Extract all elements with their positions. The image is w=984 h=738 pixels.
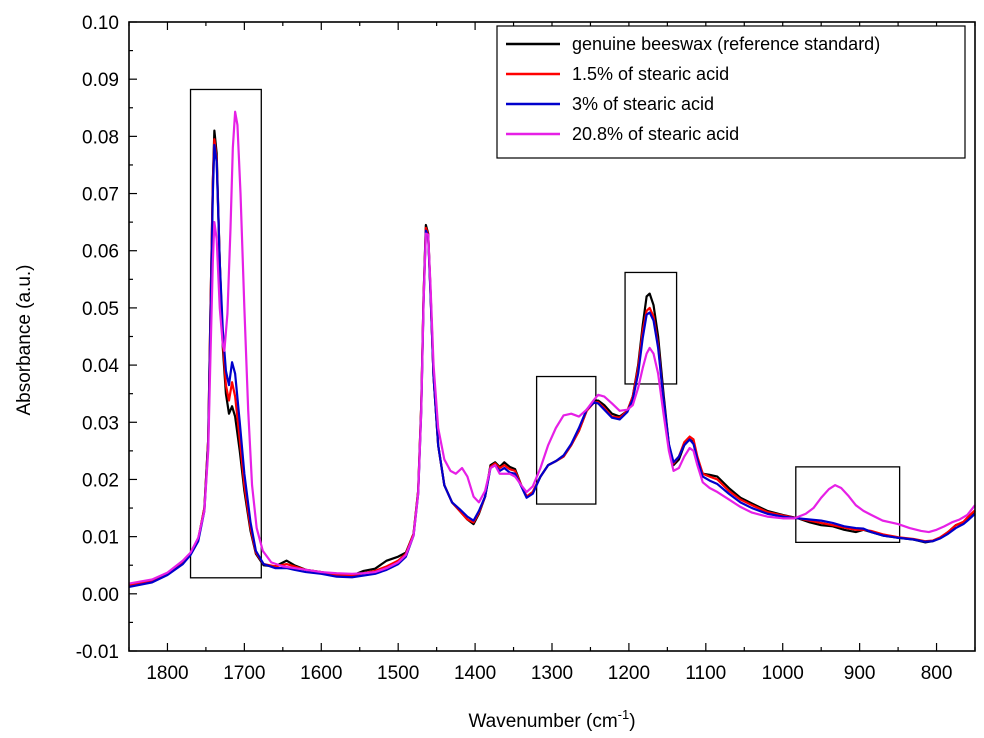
x-axis-title-end: ) xyxy=(629,711,635,732)
legend-label-2: 1.5% of stearic acid xyxy=(572,64,729,84)
y-axis-title: Absorbance (a.u.) xyxy=(14,264,35,415)
x-tick-label: 1300 xyxy=(531,663,573,684)
series-line-4 xyxy=(128,110,976,585)
y-tick-label: 0.03 xyxy=(82,413,119,434)
x-axis-title: Wavenumber (cm-1) xyxy=(468,707,635,732)
x-tick-label: 900 xyxy=(844,663,876,684)
y-tick-label: 0.08 xyxy=(82,127,119,148)
x-tick-label: 1600 xyxy=(300,663,342,684)
y-tick-label: 0.02 xyxy=(82,470,119,491)
x-tick-label: 1400 xyxy=(454,663,496,684)
legend: genuine beeswax (reference standard) 1.5%… xyxy=(496,25,966,159)
highlight-box-1740 xyxy=(189,88,262,579)
legend-frame xyxy=(496,25,966,159)
x-tick-label: 800 xyxy=(921,663,953,684)
highlight-box-1170 xyxy=(624,271,678,385)
y-tick-label: 0.06 xyxy=(82,242,119,263)
x-axis-title-superscript: -1 xyxy=(618,707,630,722)
y-tick-label: 0.04 xyxy=(82,356,119,377)
x-axis-title-main: Wavenumber (cm xyxy=(468,711,617,732)
y-tick-label: 0.00 xyxy=(82,585,119,606)
legend-label-4: 20.8% of stearic acid xyxy=(572,124,739,144)
y-tick-label: 0.10 xyxy=(82,13,119,34)
legend-label-1: genuine beeswax (reference standard) xyxy=(572,34,880,54)
legend-label-3: 3% of stearic acid xyxy=(572,94,714,114)
y-tick-label: 0.05 xyxy=(82,299,119,320)
x-tick-label: 1500 xyxy=(377,663,419,684)
x-tick-label: 1100 xyxy=(685,663,726,684)
y-tick-label: 0.07 xyxy=(82,185,119,206)
axis-ticks: 1800 1700 1600 1500 1400 1300 1200 1100 1000 900 8… xyxy=(76,13,976,684)
x-tick-label: 1800 xyxy=(146,663,188,684)
highlight-box-1280 xyxy=(535,375,597,505)
y-tick-label: -0.01 xyxy=(76,642,119,663)
x-tick-label: 1700 xyxy=(223,663,265,684)
highlight-boxes xyxy=(189,88,901,579)
y-tick-label: 0.09 xyxy=(82,70,119,91)
x-tick-label: 1000 xyxy=(762,663,804,684)
legend-items: genuine beeswax (reference standard) 1.5%… xyxy=(506,34,880,144)
highlight-box-920 xyxy=(795,466,901,544)
series-lines xyxy=(128,110,976,589)
y-tick-label: 0.01 xyxy=(82,528,119,549)
x-tick-label: 1200 xyxy=(608,663,650,684)
plot-frame xyxy=(128,21,976,652)
